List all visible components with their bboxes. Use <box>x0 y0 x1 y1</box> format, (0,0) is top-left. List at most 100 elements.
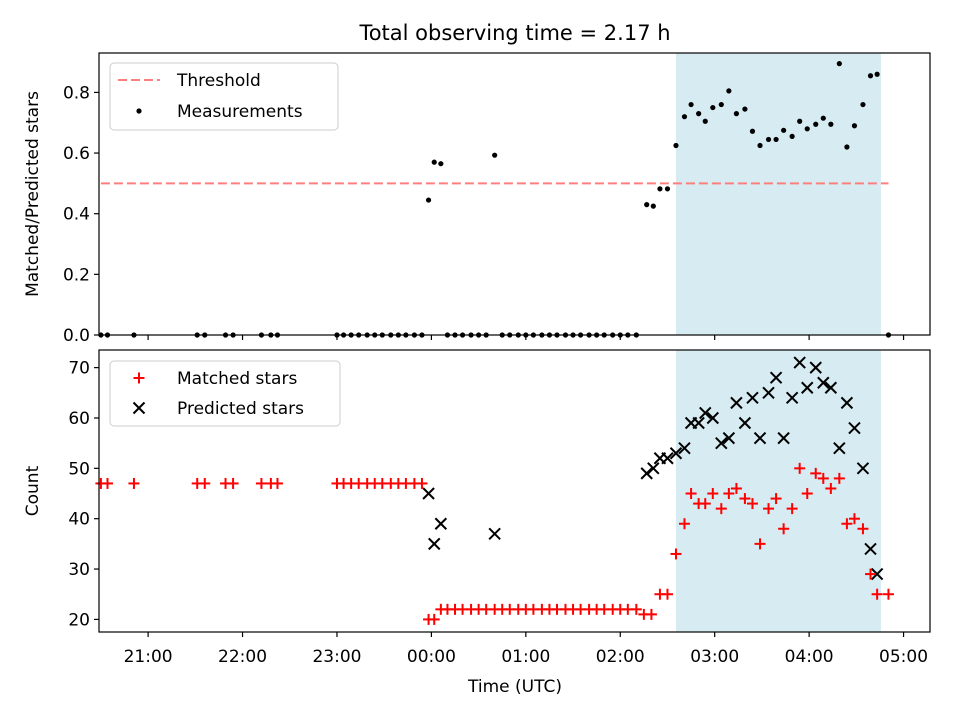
x-tick-label: 22:00 <box>218 647 267 667</box>
legend-predicted-swatch <box>132 401 146 415</box>
x-tick-label: 05:00 <box>879 647 928 667</box>
top-x-ticks <box>147 335 905 340</box>
matched-star-point <box>739 493 751 505</box>
matched-star-point <box>685 488 697 500</box>
measurement-point <box>781 127 787 133</box>
measurement-point <box>789 133 795 139</box>
top-legend-box <box>109 62 339 131</box>
matched-star-point <box>833 472 845 484</box>
chart-title: Total observing time = 2.17 h <box>358 21 670 45</box>
measurement-point <box>644 202 650 208</box>
predicted-star-point <box>785 391 799 405</box>
measurement-point <box>664 186 671 192</box>
bottom-x-ticks: 21:00 22:00 23:00 00:00 01:00 02:00 03:00 04:00… <box>124 632 928 667</box>
bottom-y-axis-label: Count <box>23 465 43 516</box>
y-tick-label: 20 <box>68 610 90 630</box>
measurement-point <box>749 128 756 134</box>
matched-star-point <box>416 477 428 489</box>
predicted-star-point <box>738 416 752 430</box>
top-legend: Threshold Measurements <box>109 62 339 131</box>
measurement-point <box>710 104 716 111</box>
predicted-star-point <box>817 376 830 389</box>
measurement-point <box>820 115 826 121</box>
bottom-legend-box <box>109 360 341 427</box>
predicted-star-point <box>864 542 877 556</box>
matched-stars-points <box>95 462 894 625</box>
matched-star-point <box>101 477 113 489</box>
matched-star-point <box>707 488 719 500</box>
predicted-star-point <box>640 467 653 480</box>
measurement-point <box>874 71 880 77</box>
measurement-point <box>657 186 663 192</box>
top-observing-window <box>675 53 881 335</box>
y-tick-label: 0.2 <box>63 265 90 285</box>
measurement-point <box>844 144 850 150</box>
measurement-point <box>742 106 748 112</box>
predicted-star-point <box>722 431 736 445</box>
predicted-star-point <box>706 411 720 425</box>
x-tick-label: 01:00 <box>501 647 550 667</box>
measurement-point <box>726 88 732 94</box>
predicted-star-point <box>824 381 838 394</box>
top-y-axis-label: Matched/Predicted stars <box>23 91 43 297</box>
predicted-star-point <box>715 436 728 450</box>
measurement-point <box>851 123 858 129</box>
y-tick-label: 50 <box>68 459 90 479</box>
bottom-axes-frame <box>98 349 931 633</box>
legend-predicted-label: Predicted stars <box>177 399 304 419</box>
legend-matched-label: Matched stars <box>177 369 297 389</box>
predicted-star-point <box>769 371 783 384</box>
predicted-star-point <box>848 421 861 435</box>
predicted-star-point <box>809 361 822 374</box>
matched-star-point <box>678 518 690 530</box>
matched-star-point <box>825 482 837 494</box>
matched-star-point <box>645 608 657 620</box>
legend-matched-marker <box>133 372 145 384</box>
matched-star-point <box>715 503 727 515</box>
measurement-point <box>765 136 772 143</box>
matched-star-point <box>730 482 742 494</box>
x-tick-label: 21:00 <box>124 647 173 667</box>
matched-star-point <box>801 488 813 500</box>
measurement-point <box>425 197 432 203</box>
measurement-point <box>650 203 656 209</box>
y-tick-label: 30 <box>68 560 90 580</box>
measurement-point <box>438 161 444 167</box>
matched-star-point <box>255 477 267 489</box>
predicted-star-point <box>730 396 743 410</box>
measurement-point <box>681 114 688 120</box>
measurement-point <box>828 121 834 127</box>
measurement-point <box>773 136 779 143</box>
x-tick-label: 03:00 <box>690 647 739 667</box>
predicted-star-point <box>678 441 691 455</box>
measurement-point <box>804 126 810 132</box>
matched-star-point <box>810 467 822 479</box>
x-tick-label: 02:00 <box>596 647 645 667</box>
measurement-point <box>867 73 874 79</box>
measurement-point <box>733 111 740 117</box>
matched-star-point <box>848 513 860 525</box>
predicted-star-point <box>488 527 501 541</box>
matched-star-point <box>699 498 711 510</box>
bottom-y-ticks: 20 30 40 50 60 70 <box>68 359 99 630</box>
measurement-point <box>688 101 694 108</box>
top-axes-frame <box>98 52 931 336</box>
matched-star-point <box>871 588 883 600</box>
predicted-stars-points <box>422 356 884 581</box>
measurement-point <box>757 142 763 149</box>
predicted-star-point <box>434 517 448 530</box>
legend-threshold-label: Threshold <box>176 71 261 91</box>
measurement-point <box>860 101 866 108</box>
x-axis-label: Time (UTC) <box>467 677 562 697</box>
measurement-point <box>696 111 702 117</box>
matched-star-point <box>786 503 798 515</box>
top-panel: 0.00.20.40.60.8 Matched/Predicted stars … <box>23 52 931 346</box>
y-tick-label: 0.4 <box>63 205 90 225</box>
matched-star-point <box>723 488 735 500</box>
matched-star-point <box>794 462 806 474</box>
predicted-star-point <box>647 462 660 475</box>
matched-star-point <box>770 493 782 505</box>
matched-star-point <box>128 477 140 489</box>
predicted-star-point <box>753 431 767 445</box>
